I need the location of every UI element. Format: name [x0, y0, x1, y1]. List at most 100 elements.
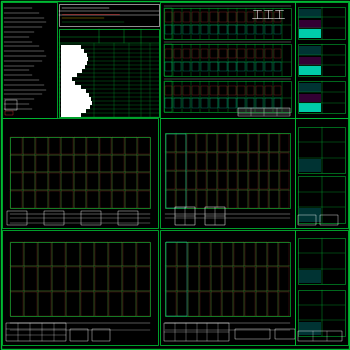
- Bar: [59, 4, 159, 26]
- Bar: [160, 230, 295, 345]
- Bar: [70, 329, 88, 341]
- Bar: [108, 267, 121, 291]
- Bar: [280, 134, 289, 152]
- Bar: [81, 211, 101, 225]
- Bar: [280, 153, 289, 170]
- Bar: [100, 191, 111, 208]
- Bar: [23, 155, 35, 172]
- Bar: [211, 267, 221, 291]
- Bar: [200, 292, 210, 316]
- Bar: [299, 46, 321, 55]
- Bar: [299, 208, 321, 222]
- Bar: [112, 173, 124, 190]
- Bar: [49, 137, 60, 154]
- Bar: [245, 267, 255, 291]
- Bar: [197, 171, 206, 189]
- Bar: [265, 25, 272, 34]
- Bar: [210, 62, 218, 71]
- Bar: [249, 153, 258, 170]
- Bar: [246, 25, 254, 34]
- Bar: [279, 267, 289, 291]
- Bar: [237, 25, 245, 34]
- Bar: [280, 171, 289, 189]
- Bar: [61, 93, 89, 97]
- Bar: [2, 2, 57, 118]
- Bar: [200, 242, 210, 266]
- Bar: [280, 190, 289, 208]
- Bar: [219, 25, 226, 34]
- Bar: [274, 86, 281, 95]
- Bar: [299, 57, 321, 65]
- Bar: [279, 242, 289, 266]
- Bar: [23, 137, 35, 154]
- Bar: [265, 12, 272, 22]
- Bar: [229, 98, 236, 108]
- Bar: [211, 292, 221, 316]
- Bar: [52, 292, 65, 316]
- Bar: [183, 86, 190, 95]
- Bar: [320, 215, 338, 225]
- Bar: [74, 155, 86, 172]
- Bar: [210, 25, 218, 34]
- Bar: [94, 242, 107, 266]
- Bar: [61, 155, 73, 172]
- Bar: [2, 118, 158, 228]
- Bar: [25, 267, 37, 291]
- Bar: [189, 242, 199, 266]
- Bar: [189, 292, 199, 316]
- Bar: [164, 81, 171, 112]
- Bar: [66, 292, 79, 316]
- Bar: [138, 191, 150, 208]
- Bar: [222, 267, 233, 291]
- Bar: [211, 242, 221, 266]
- Bar: [187, 190, 196, 208]
- Bar: [222, 242, 233, 266]
- Bar: [274, 12, 281, 22]
- Bar: [249, 134, 258, 152]
- Bar: [228, 171, 237, 189]
- Bar: [61, 89, 86, 93]
- Bar: [207, 190, 217, 208]
- Bar: [298, 331, 342, 341]
- Bar: [245, 292, 255, 316]
- Bar: [61, 49, 84, 53]
- Bar: [164, 44, 171, 76]
- Bar: [183, 25, 190, 34]
- Bar: [61, 85, 81, 89]
- Bar: [36, 191, 48, 208]
- Bar: [256, 98, 263, 108]
- Bar: [256, 242, 266, 266]
- Bar: [174, 98, 181, 108]
- Bar: [10, 137, 150, 208]
- Bar: [5, 100, 17, 110]
- Bar: [112, 191, 124, 208]
- Bar: [298, 81, 345, 113]
- Bar: [23, 191, 35, 208]
- Bar: [166, 133, 289, 208]
- Bar: [237, 98, 245, 108]
- Bar: [246, 86, 254, 95]
- Bar: [61, 69, 82, 73]
- Bar: [299, 29, 321, 38]
- Bar: [200, 267, 210, 291]
- Bar: [164, 44, 291, 76]
- Bar: [94, 267, 107, 291]
- Bar: [295, 118, 348, 228]
- Bar: [299, 20, 321, 28]
- Bar: [192, 49, 199, 58]
- Bar: [160, 118, 295, 228]
- Bar: [160, 2, 295, 118]
- Bar: [222, 292, 233, 316]
- Bar: [61, 113, 81, 117]
- Bar: [256, 292, 266, 316]
- Bar: [259, 134, 268, 152]
- Bar: [166, 190, 175, 208]
- Bar: [7, 211, 27, 225]
- Bar: [61, 97, 91, 101]
- Bar: [249, 171, 258, 189]
- Bar: [166, 241, 289, 316]
- Bar: [218, 153, 227, 170]
- Bar: [94, 292, 107, 316]
- Bar: [183, 49, 190, 58]
- Bar: [136, 242, 150, 266]
